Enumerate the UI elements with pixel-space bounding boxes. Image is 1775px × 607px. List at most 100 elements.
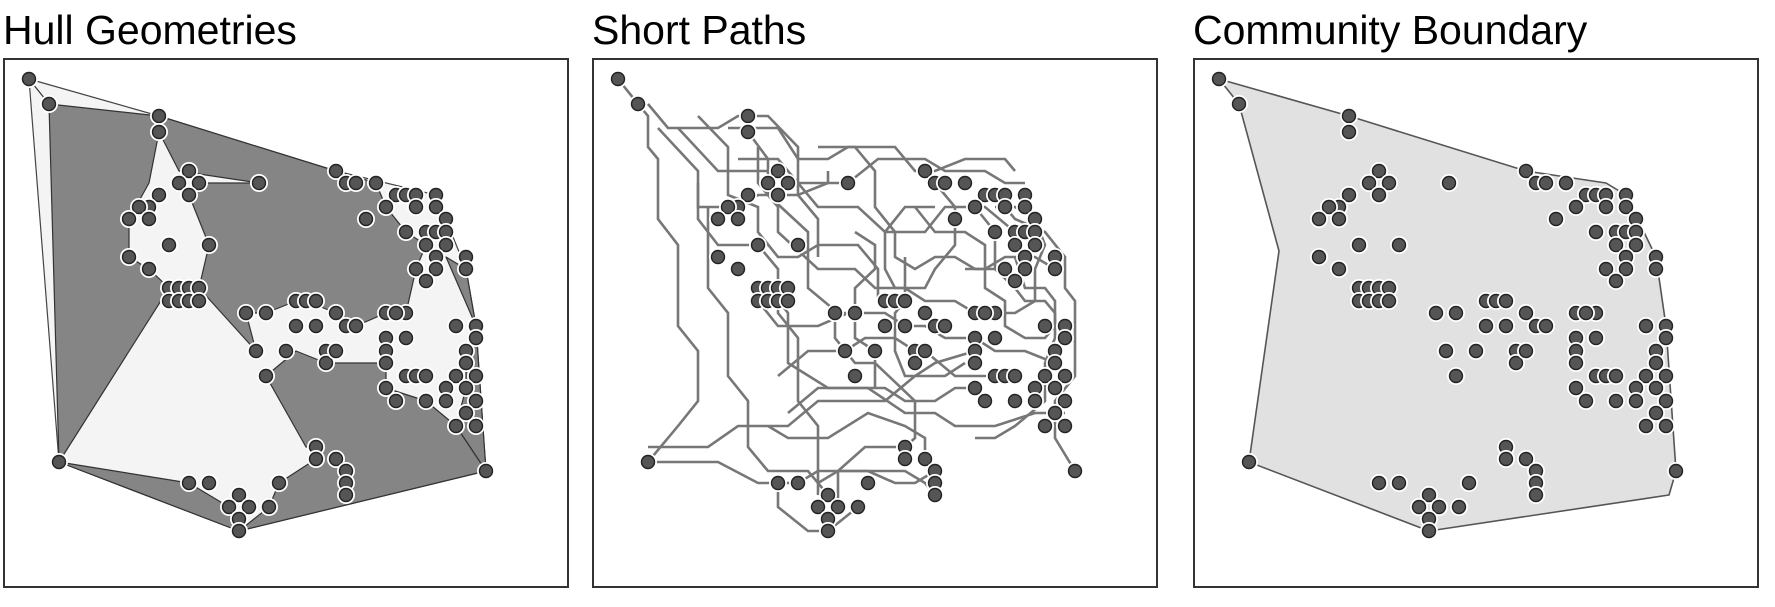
- boundary-node: [1538, 175, 1554, 191]
- paths-node: [987, 224, 1003, 240]
- hull-node: [121, 249, 137, 265]
- boundary-node: [1448, 368, 1464, 384]
- boundary-node: [1648, 405, 1664, 421]
- hull-node: [308, 451, 324, 467]
- paths-node: [907, 355, 923, 371]
- paths-node: [730, 261, 746, 277]
- hull-node: [378, 355, 394, 371]
- paths-node: [937, 318, 953, 334]
- hull-node: [388, 305, 404, 321]
- paths-node: [720, 199, 736, 215]
- hull-node: [141, 211, 157, 227]
- hull-node: [438, 237, 454, 253]
- boundary-node: [1648, 261, 1664, 277]
- paths-node: [917, 451, 933, 467]
- boundary-node: [1391, 475, 1407, 491]
- paths-node: [710, 249, 726, 265]
- hull-node: [238, 305, 254, 321]
- short-path-line: [648, 349, 976, 449]
- hull-node: [191, 175, 207, 191]
- paths-node: [860, 475, 876, 491]
- short-path-line: [766, 287, 975, 403]
- hull-node: [248, 343, 264, 359]
- paths-node: [1037, 368, 1053, 384]
- boundary-node: [1341, 108, 1357, 124]
- hull-node: [408, 261, 424, 277]
- short-path-line: [738, 157, 1035, 234]
- paths-node: [770, 475, 786, 491]
- paths-node: [1037, 418, 1053, 434]
- paths-node: [917, 305, 933, 321]
- paths-node: [770, 187, 786, 203]
- paths-node: [897, 318, 913, 334]
- hull-node: [468, 393, 484, 409]
- boundary-node: [1578, 393, 1594, 409]
- paths-node: [867, 343, 883, 359]
- boundary-node: [1381, 293, 1397, 309]
- paths-node: [820, 523, 836, 539]
- boundary-node: [1538, 318, 1554, 334]
- hull-node: [328, 343, 344, 359]
- hull-node: [258, 305, 274, 321]
- paths-node: [1037, 318, 1053, 334]
- boundary-node: [1411, 499, 1427, 515]
- paths-node: [1007, 237, 1023, 253]
- panel-title-hull-geometries: Hull Geometries: [3, 7, 297, 53]
- panel-short-paths: [592, 58, 1158, 588]
- short-path-line: [677, 127, 1025, 185]
- hull-node: [171, 175, 187, 191]
- boundary-node: [1648, 380, 1664, 396]
- hull-node: [398, 224, 414, 240]
- paths-node: [740, 124, 756, 140]
- hull-node: [318, 355, 334, 371]
- boundary-node: [1568, 199, 1584, 215]
- paths-node: [790, 475, 806, 491]
- boundary-node: [1598, 261, 1614, 277]
- hull-node: [278, 343, 294, 359]
- hull-node: [328, 451, 344, 467]
- boundary-node: [1628, 237, 1644, 253]
- paths-node: [1007, 273, 1023, 289]
- hull-node: [448, 318, 464, 334]
- paths-node: [1017, 199, 1033, 215]
- paths-node: [937, 175, 953, 191]
- boundary-node: [1578, 305, 1594, 321]
- hull-node: [181, 163, 197, 179]
- short-paths-plot: [609, 70, 1084, 540]
- paths-node: [1017, 261, 1033, 277]
- boundary-node: [1658, 393, 1674, 409]
- hull-node: [201, 475, 217, 491]
- boundary-node: [1371, 163, 1387, 179]
- boundary-node: [1648, 355, 1664, 371]
- boundary-node: [1438, 343, 1454, 359]
- boundary-node: [1211, 71, 1227, 87]
- hull-node: [408, 199, 424, 215]
- boundary-node: [1568, 380, 1584, 396]
- boundary-node: [1441, 175, 1457, 191]
- paths-node: [750, 237, 766, 253]
- boundary-node: [1548, 211, 1564, 227]
- short-path-line: [767, 411, 927, 459]
- paths-node: [897, 451, 913, 467]
- boundary-node: [1608, 237, 1624, 253]
- boundary-node: [1371, 475, 1387, 491]
- boundary-node: [1508, 355, 1524, 371]
- hull-node: [468, 418, 484, 434]
- paths-node: [1057, 418, 1073, 434]
- boundary-node: [1588, 224, 1604, 240]
- panel-hull-geometries: [3, 58, 569, 588]
- hull-node: [418, 393, 434, 409]
- paths-node: [1067, 463, 1083, 479]
- boundary-node: [1658, 330, 1674, 346]
- boundary-node: [1311, 249, 1327, 265]
- paths-node: [1057, 393, 1073, 409]
- short-path-line: [648, 460, 936, 485]
- hull-node: [458, 380, 474, 396]
- hull-node: [151, 108, 167, 124]
- paths-node: [827, 305, 843, 321]
- paths-node: [640, 454, 656, 470]
- boundary-node: [1448, 305, 1464, 321]
- paths-node: [850, 499, 866, 515]
- paths-node: [1057, 330, 1073, 346]
- boundary-node: [1351, 237, 1367, 253]
